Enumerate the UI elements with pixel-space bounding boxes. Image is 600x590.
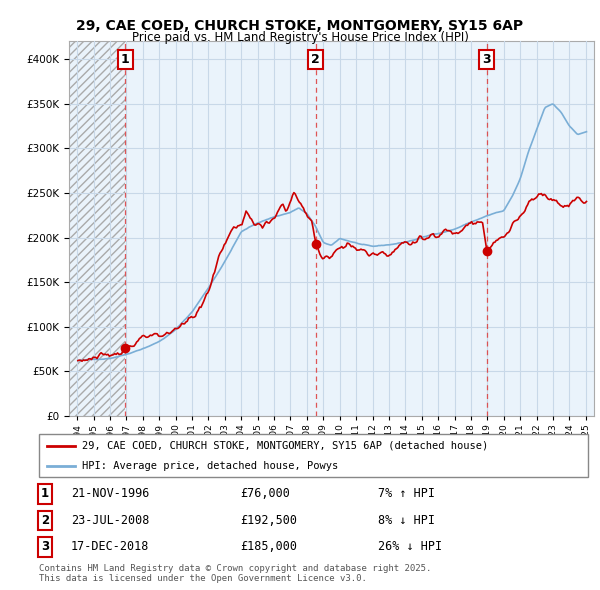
Text: Contains HM Land Registry data © Crown copyright and database right 2025.
This d: Contains HM Land Registry data © Crown c… — [39, 563, 431, 583]
Text: Price paid vs. HM Land Registry's House Price Index (HPI): Price paid vs. HM Land Registry's House … — [131, 31, 469, 44]
Text: HPI: Average price, detached house, Powys: HPI: Average price, detached house, Powy… — [82, 461, 338, 471]
Bar — [69, 41, 125, 416]
Text: 1: 1 — [41, 487, 49, 500]
Text: £192,500: £192,500 — [240, 514, 297, 527]
Text: 23-JUL-2008: 23-JUL-2008 — [71, 514, 149, 527]
Text: 1: 1 — [121, 53, 130, 65]
FancyBboxPatch shape — [39, 434, 588, 477]
Bar — [69, 41, 125, 416]
Text: 2: 2 — [41, 514, 49, 527]
Text: 8% ↓ HPI: 8% ↓ HPI — [378, 514, 435, 527]
Text: 26% ↓ HPI: 26% ↓ HPI — [378, 540, 442, 553]
Text: 21-NOV-1996: 21-NOV-1996 — [71, 487, 149, 500]
Text: 3: 3 — [482, 53, 491, 65]
Text: 29, CAE COED, CHURCH STOKE, MONTGOMERY, SY15 6AP: 29, CAE COED, CHURCH STOKE, MONTGOMERY, … — [76, 19, 524, 34]
Text: 29, CAE COED, CHURCH STOKE, MONTGOMERY, SY15 6AP (detached house): 29, CAE COED, CHURCH STOKE, MONTGOMERY, … — [82, 441, 488, 451]
Text: 7% ↑ HPI: 7% ↑ HPI — [378, 487, 435, 500]
Text: 2: 2 — [311, 53, 320, 65]
Text: 3: 3 — [41, 540, 49, 553]
Text: £185,000: £185,000 — [240, 540, 297, 553]
Text: £76,000: £76,000 — [240, 487, 290, 500]
Text: 17-DEC-2018: 17-DEC-2018 — [71, 540, 149, 553]
